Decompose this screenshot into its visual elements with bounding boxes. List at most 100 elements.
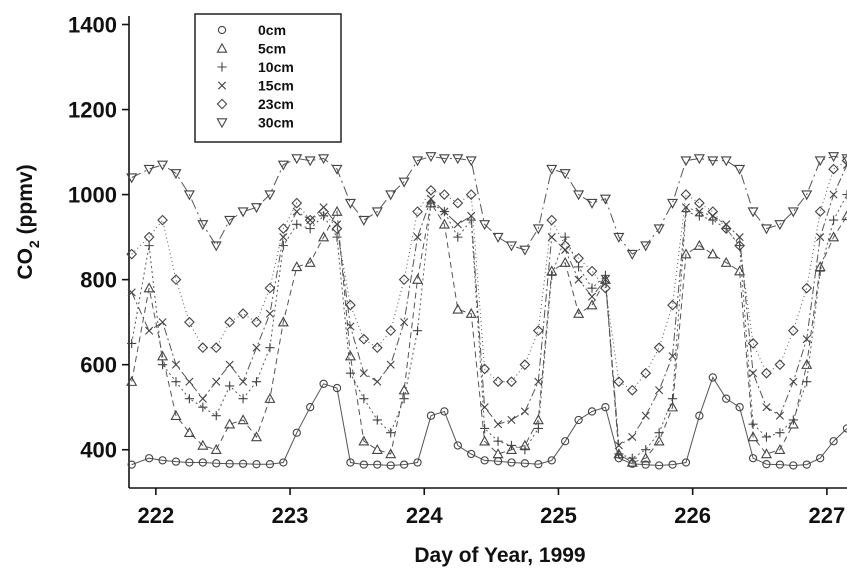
data-point-5cm (774, 443, 786, 454)
x-tick-label: 227 (809, 503, 846, 528)
data-point-0cm (574, 415, 583, 425)
data-point-0cm (373, 460, 382, 469)
data-point-15cm (127, 288, 136, 297)
data-point-10cm (372, 415, 382, 425)
legend-marker-10cm (217, 62, 227, 72)
data-point-30cm (666, 198, 679, 209)
data-point-5cm (197, 439, 209, 450)
data-point-10cm (708, 215, 718, 225)
y-tick-label: 400 (80, 438, 117, 463)
data-point-23cm (720, 223, 732, 234)
legend-label: 23cm (258, 96, 294, 112)
data-point-15cm (534, 377, 543, 386)
data-point-23cm (412, 206, 423, 217)
data-point-15cm (346, 322, 355, 331)
data-point-10cm (412, 326, 423, 336)
data-point-23cm (425, 184, 437, 196)
data-point-15cm (185, 377, 194, 386)
data-point-15cm (265, 309, 274, 318)
data-point-30cm (304, 156, 316, 167)
data-point-0cm (440, 407, 449, 416)
data-point-23cm (734, 240, 746, 251)
data-point-0cm (292, 428, 301, 437)
data-point-23cm (626, 384, 638, 396)
series-23cm (126, 155, 847, 396)
data-point-23cm (707, 206, 719, 217)
data-point-15cm (816, 233, 825, 242)
data-point-23cm (519, 359, 531, 371)
y-axis-ticks: 400 600 800 1000 1200 1400 (68, 13, 129, 463)
data-point-23cm (170, 274, 182, 286)
data-point-0cm (762, 460, 771, 469)
data-point-30cm (126, 173, 138, 184)
data-point-30cm (747, 207, 759, 218)
data-point-15cm (373, 377, 382, 386)
data-point-30cm (385, 190, 397, 201)
data-point-10cm (157, 360, 168, 370)
legend: 0cm 5cm 10cm 15cm 23cm 30cm (194, 13, 342, 143)
x-tick-label: 224 (406, 503, 443, 528)
data-point-10cm (815, 266, 825, 276)
data-point-23cm (586, 265, 598, 277)
data-point-30cm (546, 164, 558, 175)
data-point-10cm (748, 419, 758, 429)
data-point-15cm (829, 190, 838, 199)
data-point-23cm (277, 223, 289, 234)
data-point-10cm (480, 423, 490, 434)
data-point-5cm (760, 448, 773, 459)
legend-marker-5cm (216, 42, 228, 53)
data-point-0cm (453, 441, 462, 450)
y-axis-title-main: CO (14, 248, 37, 280)
data-point-10cm (560, 232, 570, 242)
data-point-30cm (720, 156, 732, 167)
data-point-10cm (453, 232, 463, 242)
data-point-0cm (306, 403, 315, 412)
data-point-0cm (279, 458, 288, 467)
series-5cm (126, 197, 847, 467)
data-point-30cm (599, 194, 611, 205)
data-point-0cm (520, 459, 530, 468)
data-point-5cm (747, 431, 759, 442)
data-point-5cm (277, 316, 289, 327)
data-point-30cm (814, 156, 826, 167)
data-point-0cm (547, 456, 556, 465)
data-point-0cm (212, 459, 221, 468)
data-point-15cm (493, 420, 503, 429)
data-point-30cm (801, 190, 813, 201)
data-point-15cm (574, 275, 583, 284)
data-point-10cm (627, 453, 637, 463)
data-point-15cm (735, 233, 744, 242)
data-point-23cm (787, 325, 799, 337)
data-point-10cm (788, 415, 798, 425)
data-point-5cm (438, 218, 450, 229)
data-point-23cm (761, 367, 772, 379)
data-point-15cm (252, 343, 261, 352)
data-point-23cm (774, 359, 786, 371)
data-point-0cm (185, 458, 194, 467)
data-point-30cm (760, 224, 773, 235)
data-point-23cm (210, 342, 222, 354)
series-layer (126, 152, 847, 470)
data-point-0cm (789, 461, 798, 470)
data-point-5cm (505, 443, 518, 454)
data-point-5cm (371, 443, 383, 454)
data-point-23cm (600, 282, 611, 294)
data-point-10cm (265, 343, 275, 353)
data-point-15cm (239, 377, 248, 386)
series-line-0cm (131, 376, 847, 467)
data-point-0cm (346, 458, 355, 467)
data-point-5cm (559, 256, 571, 267)
data-point-30cm (559, 169, 571, 180)
data-point-5cm (801, 358, 813, 369)
data-point-23cm (814, 206, 826, 217)
data-point-5cm (465, 307, 477, 318)
data-point-15cm (748, 369, 758, 378)
legend-marker-30cm (216, 118, 228, 129)
series-line-5cm (131, 201, 847, 464)
data-point-23cm (452, 197, 464, 209)
y-axis-title: CO2 (ppmv) (14, 164, 42, 279)
data-point-0cm (127, 460, 136, 469)
data-point-23cm (680, 189, 692, 200)
data-point-0cm (386, 461, 395, 470)
